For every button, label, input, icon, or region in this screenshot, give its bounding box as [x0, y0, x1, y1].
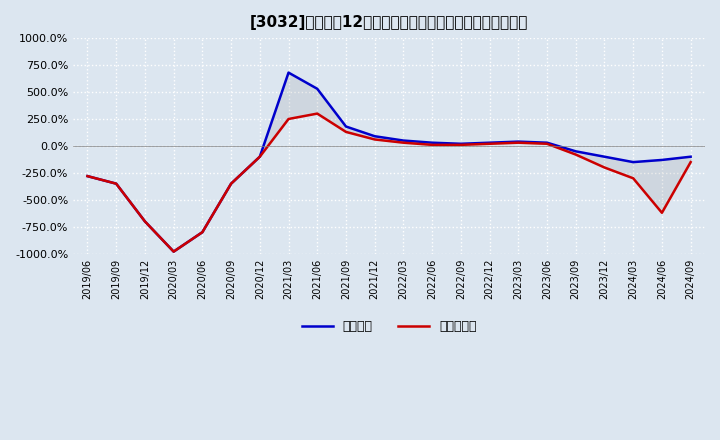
- 当期純利益: [485, 141, 494, 147]
- 当期純利益: [313, 111, 322, 116]
- 経常利益: [543, 140, 552, 145]
- 経常利益: [256, 154, 264, 159]
- 経常利益: [112, 181, 120, 186]
- 当期純利益: [284, 116, 293, 121]
- 当期純利益: [572, 152, 580, 157]
- 当期純利益: [169, 249, 178, 254]
- 当期純利益: [514, 140, 523, 145]
- Title: [3032]　利益の12か月移動合計の対前年同期増減率の推移: [3032] 利益の12か月移動合計の対前年同期増減率の推移: [250, 15, 528, 30]
- 経常利益: [198, 230, 207, 235]
- 当期純利益: [112, 181, 120, 186]
- 経常利益: [83, 173, 91, 179]
- 当期純利益: [428, 142, 436, 147]
- 当期純利益: [629, 176, 637, 181]
- 経常利益: [399, 138, 408, 143]
- 経常利益: [629, 159, 637, 165]
- 経常利益: [657, 158, 666, 163]
- 経常利益: [514, 139, 523, 144]
- 当期純利益: [657, 210, 666, 216]
- 経常利益: [485, 140, 494, 145]
- 経常利益: [140, 219, 149, 224]
- 経常利益: [284, 70, 293, 75]
- 経常利益: [686, 154, 695, 159]
- Legend: 経常利益, 当期純利益: 経常利益, 当期純利益: [297, 315, 482, 338]
- 当期純利益: [140, 219, 149, 224]
- 当期純利益: [256, 154, 264, 159]
- Line: 当期純利益: 当期純利益: [87, 114, 690, 252]
- 経常利益: [428, 140, 436, 145]
- Line: 経常利益: 経常利益: [87, 73, 690, 252]
- 当期純利益: [399, 140, 408, 145]
- 経常利益: [342, 124, 351, 129]
- 当期純利益: [600, 165, 609, 170]
- 経常利益: [600, 154, 609, 159]
- 経常利益: [227, 181, 235, 186]
- 経常利益: [456, 141, 465, 147]
- 当期純利益: [83, 173, 91, 179]
- 当期純利益: [370, 137, 379, 142]
- 当期純利益: [686, 159, 695, 165]
- 経常利益: [572, 149, 580, 154]
- 当期純利益: [342, 129, 351, 135]
- 経常利益: [313, 86, 322, 92]
- 経常利益: [370, 134, 379, 139]
- 当期純利益: [198, 230, 207, 235]
- 当期純利益: [227, 181, 235, 186]
- 当期純利益: [543, 141, 552, 147]
- 経常利益: [169, 249, 178, 254]
- 当期純利益: [456, 142, 465, 147]
